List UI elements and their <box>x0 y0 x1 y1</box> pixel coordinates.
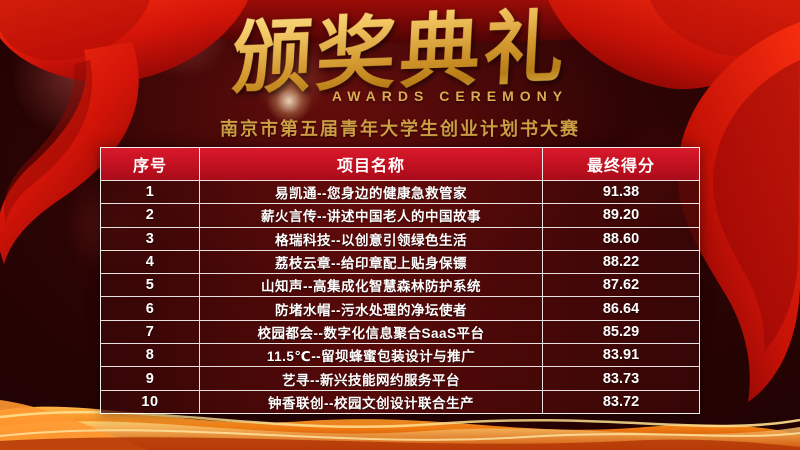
project-cell: 山知声--高集成化智慧森林防护系统 <box>200 274 543 297</box>
rank-cell: 6 <box>101 297 200 320</box>
ceremony-title-english: AWARDS CEREMONY <box>331 88 569 104</box>
rank-cell: 10 <box>101 390 200 413</box>
project-cell: 荔枝云章--给印章配上贴身保镖 <box>200 250 543 274</box>
score-cell: 88.22 <box>602 254 640 271</box>
table-header-row: 序号 项目名称 最终得分 <box>101 148 699 180</box>
project-cell: 钟香联创--校园文创设计联合生产 <box>200 390 543 413</box>
table-row: 4 荔枝云章--给印章配上贴身保镖 88.22 <box>101 249 699 274</box>
project-cell: 薪火言传--讲述中国老人的中国故事 <box>200 204 543 227</box>
results-table-body: 1 易凯通--您身边的健康急救管家 91.38 2 薪火言传--讲述中国老人的中… <box>101 180 699 413</box>
rank-cell: 5 <box>101 274 200 297</box>
score-cell: 83.91 <box>602 347 640 364</box>
project-cell: 格瑞科技--以创意引领绿色生活 <box>200 227 543 250</box>
project-cell: 易凯通--您身边的健康急救管家 <box>200 181 543 204</box>
project-cell: 11.5℃--留坝蜂蜜包装设计与推广 <box>200 344 543 367</box>
score-cell: 83.72 <box>602 393 640 410</box>
score-cell: 86.64 <box>602 300 640 317</box>
project-cell: 防堵水帽--污水处理的净坛使者 <box>200 297 543 320</box>
event-name: 南京市第五届青年大学生创业计划书大赛 <box>220 119 580 139</box>
score-cell: 85.29 <box>602 323 640 340</box>
header-rank: 序号 <box>101 148 200 180</box>
rank-cell: 3 <box>101 227 200 250</box>
score-cell: 87.62 <box>602 277 640 294</box>
table-row: 5 山知声--高集成化智慧森林防护系统 87.62 <box>101 273 699 297</box>
lens-flare <box>266 78 312 124</box>
rank-cell: 9 <box>101 367 200 390</box>
rank-cell: 4 <box>101 250 200 274</box>
header-project: 项目名称 <box>200 148 543 180</box>
project-cell: 艺寻--新兴技能网约服务平台 <box>200 367 543 390</box>
table-row: 9 艺寻--新兴技能网约服务平台 83.73 <box>101 366 699 390</box>
table-row: 6 防堵水帽--污水处理的净坛使者 86.64 <box>101 296 699 320</box>
score-cell: 83.73 <box>602 370 640 387</box>
project-cell: 校园都会--数字化信息聚合SaaS平台 <box>200 320 543 344</box>
table-row: 1 易凯通--您身边的健康急救管家 91.38 <box>101 180 699 204</box>
header-score: 最终得分 <box>586 158 655 175</box>
rank-cell: 1 <box>101 181 200 204</box>
table-row: 10 钟香联创--校园文创设计联合生产 83.72 <box>101 389 699 413</box>
table-row: 2 薪火言传--讲述中国老人的中国故事 89.20 <box>101 203 699 227</box>
score-cell: 88.60 <box>602 230 640 247</box>
score-cell: 91.38 <box>602 184 640 201</box>
rank-cell: 2 <box>101 204 200 227</box>
results-table: 序号 项目名称 最终得分 1 易凯通--您身边的健康急救管家 91.38 2 薪… <box>100 147 700 414</box>
score-cell: 89.20 <box>602 207 640 224</box>
table-row: 8 11.5℃--留坝蜂蜜包装设计与推广 83.91 <box>101 343 699 367</box>
table-row: 7 校园都会--数字化信息聚合SaaS平台 85.29 <box>101 319 699 344</box>
rank-cell: 8 <box>101 344 200 367</box>
rank-cell: 7 <box>101 320 200 344</box>
table-row: 3 格瑞科技--以创意引领绿色生活 88.60 <box>101 226 699 250</box>
